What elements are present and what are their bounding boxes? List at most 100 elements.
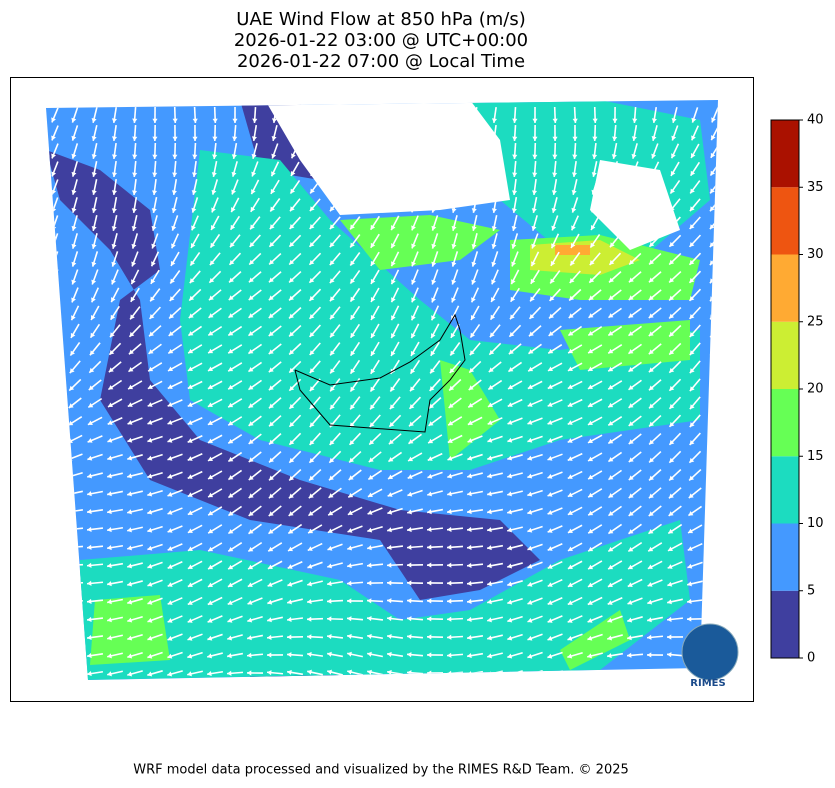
arrow-head [410,386,415,392]
arrow-head [291,135,297,141]
arrow-head [610,207,616,213]
color-band [771,389,799,457]
arrow-head [628,313,634,318]
arrow-head [309,404,315,410]
arrow-head [50,350,56,356]
arrow-head [629,242,635,247]
arrow-head [350,350,356,356]
arrow-head [247,635,252,641]
arrow-head [269,421,274,427]
arrow-head [287,581,293,587]
arrow-head [628,367,634,372]
color-band [771,523,799,591]
arrow-head [228,366,234,372]
arrow-head [568,330,574,336]
arrow-head [107,671,112,677]
arrow-head [330,404,335,410]
arrow-head [390,170,396,176]
arrow-head [407,562,412,568]
arrow-head [291,153,296,159]
arrow-head [407,474,413,479]
arrow-head [447,652,452,658]
arrow-head [631,189,636,195]
arrow-head [431,243,437,249]
arrow-head [288,528,294,534]
arrow-head [511,243,517,249]
arrow-head [571,190,577,195]
arrow-head [267,652,272,658]
arrow-head [709,224,715,230]
arrow-head [548,331,554,336]
arrow-head [107,402,113,408]
arrow-head [607,600,613,605]
arrow-head [370,170,376,176]
arrow-head [609,259,615,265]
arrow-head [431,297,437,303]
arrow-head [350,206,355,212]
arrow-head [427,509,432,515]
arrow-head [567,653,573,659]
arrow-head [391,333,396,339]
arrow-head [127,581,133,587]
arrow-head [552,136,558,141]
arrow-head [528,349,534,354]
arrow-head [131,243,137,249]
arrow-head [489,349,495,355]
arrow-head [370,332,376,338]
arrow-head [647,564,653,569]
arrow-head [387,598,392,604]
wind-arrow [46,508,64,514]
arrow-head [130,314,135,320]
tick-label: 40 [807,113,824,128]
arrow-head [567,420,573,425]
arrow-head [391,315,396,321]
speed-area [80,520,690,680]
arrow-head [431,315,436,321]
arrow-head [51,153,56,159]
arrow-head [608,313,614,318]
arrow-head [87,526,92,532]
arrow-head [467,509,472,515]
arrow-head [147,402,153,407]
arrow-head [427,562,432,568]
arrow-head [289,277,295,283]
arrow-head [167,582,173,587]
arrow-head [207,438,213,444]
arrow-head [187,456,193,461]
arrow-head [628,421,634,426]
arrow-head [350,260,355,266]
arrow-head [648,331,654,337]
arrow-head [47,670,52,676]
arrow-head [151,208,157,213]
arrow-head [347,598,352,604]
arrow-head [689,457,695,463]
arrow-head [491,261,497,267]
speed-area [46,150,540,600]
arrow-head [307,581,313,587]
arrow-head [367,669,372,675]
uae-border [294,313,466,433]
arrow-head [231,171,237,177]
arrow-head [70,332,76,338]
arrow-head [628,385,634,390]
arrow-head [467,473,473,479]
arrow-head [711,117,716,123]
arrow-head [451,171,457,177]
arrow-head [607,670,612,676]
arrow-head [71,297,76,303]
arrow-head [667,581,673,587]
arrow-head [587,670,592,677]
arrow-head [130,296,136,302]
arrow-head [411,279,416,285]
arrow-head [149,331,154,337]
arrow-head [91,172,97,177]
arrow-head [608,420,614,426]
arrow-head [229,277,234,283]
arrow-head [390,207,396,213]
arrow-head [107,545,112,551]
arrow-head [132,136,138,141]
arrow-head [471,190,477,195]
arrow-head [628,511,634,516]
arrow-head [148,349,154,354]
wind-arrow [709,396,718,410]
